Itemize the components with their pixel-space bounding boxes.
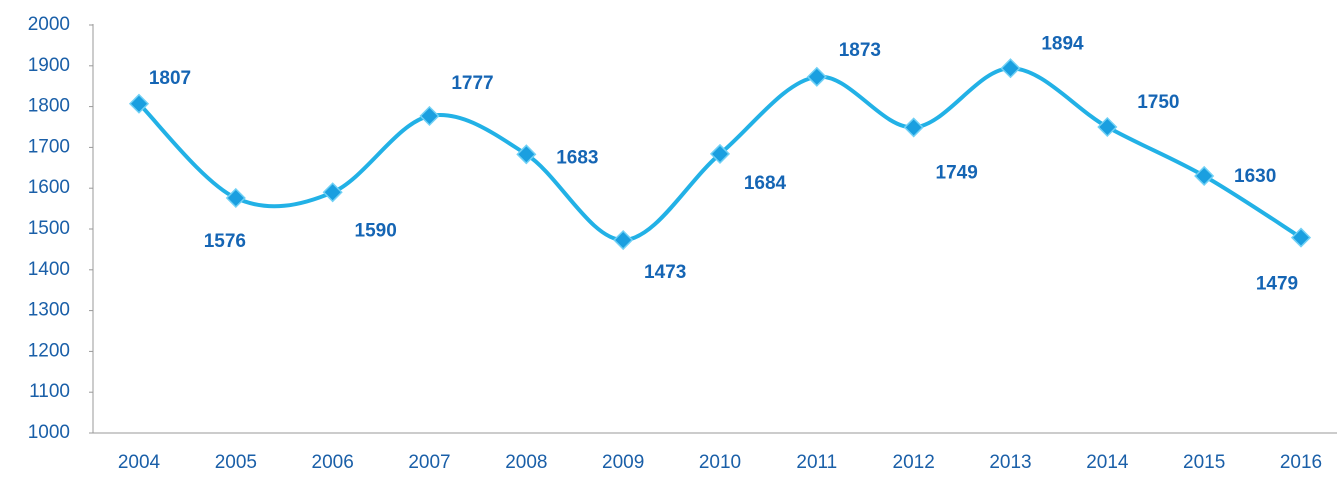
data-label: 1630	[1234, 166, 1276, 187]
data-label: 1749	[936, 162, 978, 183]
data-label: 1479	[1256, 274, 1298, 295]
data-label: 1684	[744, 173, 787, 194]
data-label: 1473	[644, 262, 686, 283]
y-tick-label: 1800	[28, 96, 70, 117]
data-label: 1576	[204, 231, 246, 252]
y-tick-label: 1100	[29, 381, 70, 402]
marker	[613, 229, 634, 251]
marker	[1290, 227, 1312, 248]
y-tick-label: 2000	[28, 14, 70, 35]
data-label: 1807	[149, 68, 191, 89]
x-tick-label: 2008	[505, 452, 547, 473]
marker	[225, 187, 246, 209]
x-tick-label: 2009	[602, 452, 644, 473]
x-tick-label: 2011	[796, 452, 837, 473]
x-tick-label: 2016	[1280, 452, 1322, 473]
y-tick-label: 1200	[28, 340, 70, 361]
x-tick-label: 2005	[215, 452, 257, 473]
marker	[1194, 165, 1215, 187]
marker	[806, 66, 827, 87]
marker	[419, 105, 440, 127]
marker	[1000, 58, 1021, 79]
data-label: 1894	[1041, 33, 1084, 54]
data-label: 1873	[839, 40, 881, 61]
data-label: 1590	[355, 220, 397, 241]
data-label: 1683	[556, 147, 598, 168]
y-tick-label: 1700	[28, 136, 70, 157]
data-label: 1777	[451, 73, 493, 94]
marker	[516, 144, 537, 165]
data-label: 1750	[1137, 92, 1179, 113]
y-tick-label: 1400	[28, 259, 70, 280]
y-tick-label: 1300	[28, 300, 70, 321]
marker	[128, 93, 150, 114]
y-tick-label: 1600	[28, 177, 70, 198]
x-tick-label: 2004	[118, 452, 161, 473]
x-tick-label: 2010	[699, 452, 741, 473]
marker	[322, 182, 343, 203]
x-tick-label: 2012	[893, 452, 935, 473]
y-tick-label: 1900	[28, 55, 70, 76]
marker	[1097, 116, 1118, 138]
y-tick-label: 1500	[28, 218, 70, 239]
x-tick-label: 2014	[1086, 452, 1129, 473]
marker	[903, 117, 924, 138]
x-tick-label: 2013	[989, 452, 1031, 473]
x-tick-label: 2006	[312, 452, 354, 473]
x-tick-label: 2007	[408, 452, 450, 473]
x-tick-label: 2015	[1183, 452, 1225, 473]
marker	[709, 143, 731, 164]
y-tick-label: 1000	[28, 422, 70, 443]
